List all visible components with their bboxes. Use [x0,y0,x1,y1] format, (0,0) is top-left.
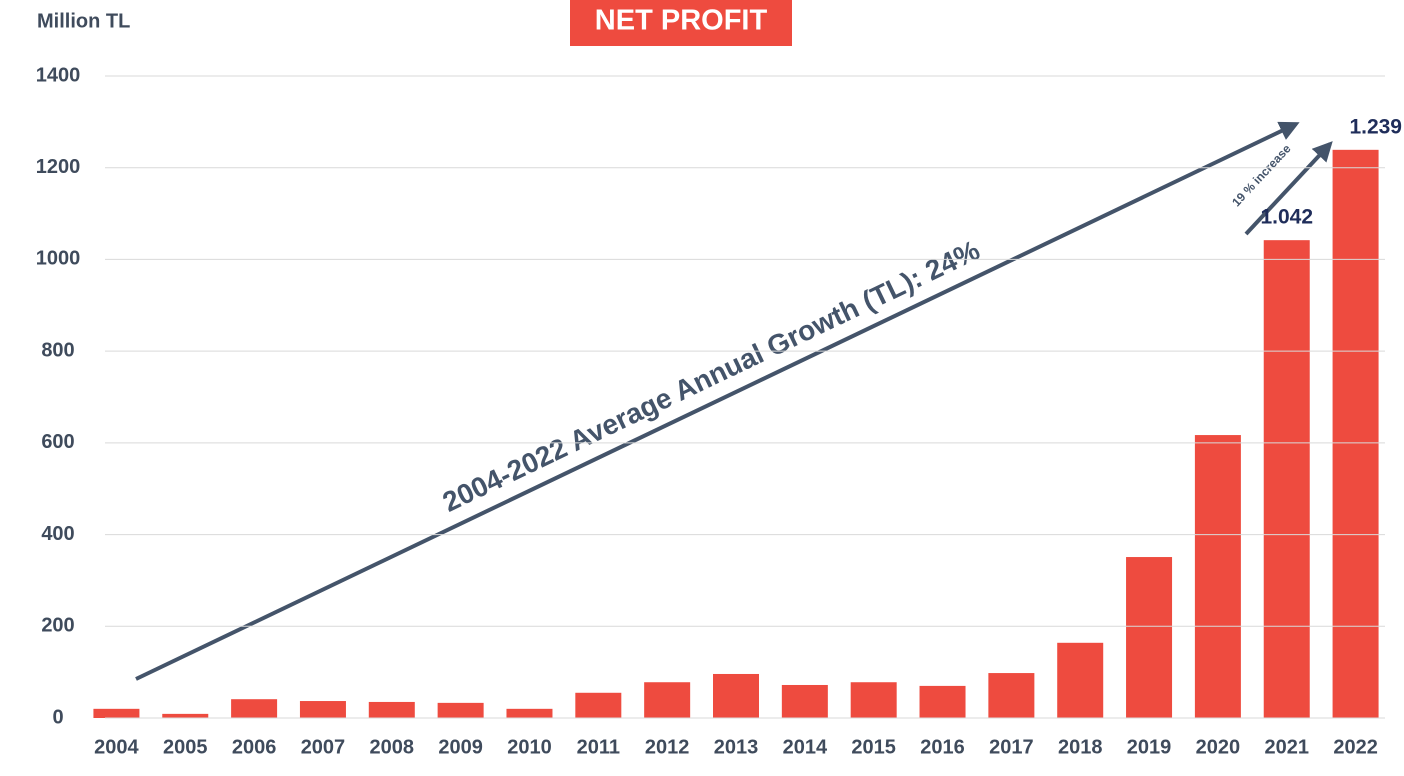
x-tick-label: 2021 [1264,736,1309,758]
bars [93,149,1379,718]
title-box [570,0,792,46]
growth-arrow [135,121,1300,681]
x-tick-label: 2014 [783,736,828,758]
bar [1263,240,1310,718]
bar [1332,149,1379,718]
x-tick-label: 2013 [714,736,759,758]
x-tick-label: 2012 [645,736,690,758]
bar [93,708,140,718]
increase-arrow [1244,141,1333,236]
x-tick-label: 2017 [989,736,1034,758]
bar [162,713,209,718]
bar [850,682,897,718]
bar [919,685,966,718]
bar [988,673,1035,718]
bar [781,684,828,718]
x-tick-label: 2016 [920,736,965,758]
bar [713,673,759,718]
x-tick-label: 2006 [232,736,277,758]
y-tick-label: 1200 [36,156,81,178]
y-tick-label: 800 [41,339,74,361]
y-tick-label: 200 [41,615,74,637]
x-tick-label: 2008 [370,736,415,758]
x-tick-label: 2018 [1058,736,1103,758]
x-tick-label: 2010 [507,736,552,758]
bar [644,682,691,718]
x-tick-label: 2009 [438,736,483,758]
chart-title: NET PROFIT [595,5,768,37]
y-tick-label: 400 [41,523,74,545]
y-axis-label: Million TL [37,10,130,32]
bar [1126,557,1173,718]
x-tick-label: 2007 [301,736,346,758]
y-tick-label: 600 [41,431,74,453]
value-label: 1.239 [1349,115,1402,138]
bar [437,702,484,718]
value-label: 1.042 [1260,206,1313,229]
x-tick-label: 2019 [1127,736,1172,758]
growth-annotation: 2004-2022 Average Annual Growth (TL): 24… [438,234,985,517]
y-tick-label: 1400 [36,64,81,86]
x-tick-label: 2005 [163,736,208,758]
bar [575,692,622,718]
x-tick-label: 2020 [1196,736,1241,758]
bar [231,699,278,718]
x-tick-label: 2004 [94,736,139,758]
bar [1194,435,1241,718]
x-tick-label: 2022 [1333,736,1378,758]
bar [506,708,553,718]
x-tick-label: 2011 [577,736,620,758]
bar [1057,642,1104,718]
y-tick-label: 0 [52,706,63,728]
bar [299,701,346,718]
x-tick-label: 2015 [851,736,896,758]
bar [368,701,415,718]
y-tick-label: 1000 [36,248,81,270]
